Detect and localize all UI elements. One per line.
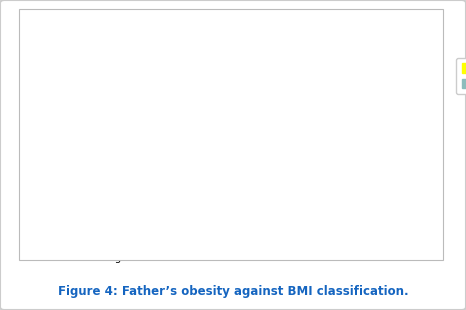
Text: 282: 282 (304, 19, 324, 29)
Bar (62, 227, 97, 248)
Text: 38: 38 (108, 206, 122, 216)
Text: 244: 244 (222, 48, 242, 58)
Bar (97, 219, 132, 248)
Legend: Yes, No: Yes, No (456, 58, 466, 94)
Text: Figure 4: Father’s obesity against BMI classification.: Figure 4: Father’s obesity against BMI c… (58, 285, 408, 298)
Bar (214, 61, 250, 248)
Bar (179, 51, 214, 248)
Bar (332, 89, 367, 248)
Text: 208: 208 (339, 76, 359, 86)
Text: 27: 27 (73, 214, 86, 224)
Text: 258: 258 (186, 38, 207, 48)
Bar (296, 32, 332, 248)
